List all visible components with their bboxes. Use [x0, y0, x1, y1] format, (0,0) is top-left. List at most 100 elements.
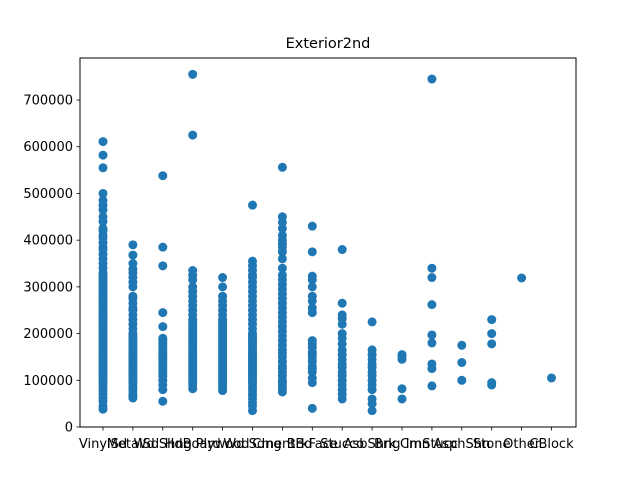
scatter-point — [158, 396, 168, 406]
scatter-point — [98, 188, 108, 198]
scatter-point — [307, 403, 317, 413]
scatter-point — [277, 230, 287, 240]
x-tick-label: CmentBd — [252, 437, 312, 452]
scatter-point — [427, 300, 437, 310]
x-tick-label: BrkFace — [287, 437, 338, 452]
scatter-point — [128, 259, 138, 269]
scatter-point — [487, 315, 497, 325]
scatter-point — [397, 384, 407, 394]
scatter-point — [188, 130, 198, 140]
scatter-point — [277, 212, 287, 222]
x-tick-label: Other — [503, 437, 541, 452]
scatter-point — [337, 310, 347, 320]
scatter-point — [427, 330, 437, 340]
scatter-point — [337, 298, 347, 308]
scatter-point — [457, 375, 467, 385]
x-tick-label: Plywood — [196, 437, 250, 452]
x-tick-label: Wd Shng — [134, 437, 192, 452]
scatter-point — [517, 273, 527, 283]
plot-frame — [79, 57, 577, 428]
x-tick-label: HdBoard — [165, 437, 221, 452]
x-tick-label: VinylSd — [79, 437, 127, 452]
scatter-point — [427, 263, 437, 273]
y-tick-label: 400000 — [23, 234, 73, 249]
scatter-point — [307, 221, 317, 231]
scatter-point — [158, 171, 168, 181]
scatter-point — [158, 242, 168, 252]
x-tick-label: AsbShng — [344, 437, 401, 452]
scatter-point — [307, 291, 317, 301]
y-axis: 0 100000 200000 300000 400000 500000 600000 700… — [23, 94, 80, 436]
scatter-point — [158, 308, 168, 318]
y-tick-label: 200000 — [23, 327, 73, 342]
data-points — [98, 69, 556, 416]
scatter-point — [337, 329, 347, 339]
x-tick-label: CBlock — [529, 437, 574, 452]
scatter-point — [367, 394, 377, 404]
scatter-point — [427, 381, 437, 391]
scatter-point — [128, 250, 138, 260]
scatter-point — [457, 358, 467, 368]
scatter-point — [277, 263, 287, 273]
scatter-point — [487, 378, 497, 388]
scatter-point — [307, 271, 317, 281]
x-tick-label: ImStucc — [406, 437, 458, 452]
x-tick-label: Brk Cmn — [374, 437, 430, 452]
scatter-point — [218, 291, 228, 301]
scatter-point — [457, 340, 467, 350]
scatter-point — [98, 163, 108, 173]
scatter-point — [188, 266, 198, 276]
y-tick-label: 500000 — [23, 187, 73, 202]
scatter-point — [98, 150, 108, 160]
y-tick-label: 300000 — [23, 280, 73, 295]
scatter-point — [337, 245, 347, 255]
scatter-point — [248, 256, 257, 266]
y-tick-label: 0 — [65, 421, 73, 436]
x-tick-label: Stucco — [320, 437, 364, 452]
scatter-point — [188, 282, 198, 292]
scatter-point — [487, 339, 497, 349]
scatter-point — [367, 317, 377, 327]
y-tick-label: 100000 — [23, 374, 73, 389]
scatter-point — [307, 336, 317, 346]
scatter-point — [367, 345, 377, 355]
scatter-point — [307, 303, 317, 313]
x-tick-label: MetalSd — [107, 437, 159, 452]
scatter-point — [397, 350, 407, 360]
scatter-point — [427, 74, 437, 84]
scatter-point — [98, 137, 108, 147]
scatter-point — [547, 373, 556, 383]
scatter-point — [307, 282, 317, 292]
scatter-point — [218, 282, 228, 292]
y-tick-label: 700000 — [23, 94, 73, 109]
scatter-point — [218, 273, 228, 283]
scatter-point — [367, 406, 377, 416]
scatter-point — [248, 200, 257, 210]
scatter-point — [158, 322, 168, 332]
scatter-point — [158, 333, 168, 343]
scatter-point — [98, 212, 108, 222]
scatter-point — [427, 273, 437, 283]
scatter-point — [307, 247, 317, 257]
scatter-point — [487, 329, 497, 339]
scatter-point — [128, 291, 138, 301]
scatter-point — [128, 240, 138, 250]
x-tick-label: Wd Sdng — [223, 437, 281, 452]
scatter-point — [158, 261, 168, 271]
scatter-point — [98, 195, 108, 205]
scatter-point — [98, 223, 108, 233]
scatter-point — [427, 338, 437, 348]
chart-title: Exterior2nd — [286, 36, 371, 52]
scatter-point — [277, 254, 287, 264]
scatter-point — [277, 270, 287, 280]
scatter-point — [427, 359, 437, 369]
scatter-point — [277, 162, 287, 172]
x-tick-label: AsphShn — [433, 437, 490, 452]
scatter-point — [188, 69, 198, 79]
y-tick-label: 600000 — [23, 140, 73, 155]
x-tick-label: Stone — [473, 437, 511, 452]
scatter-point — [397, 394, 407, 404]
